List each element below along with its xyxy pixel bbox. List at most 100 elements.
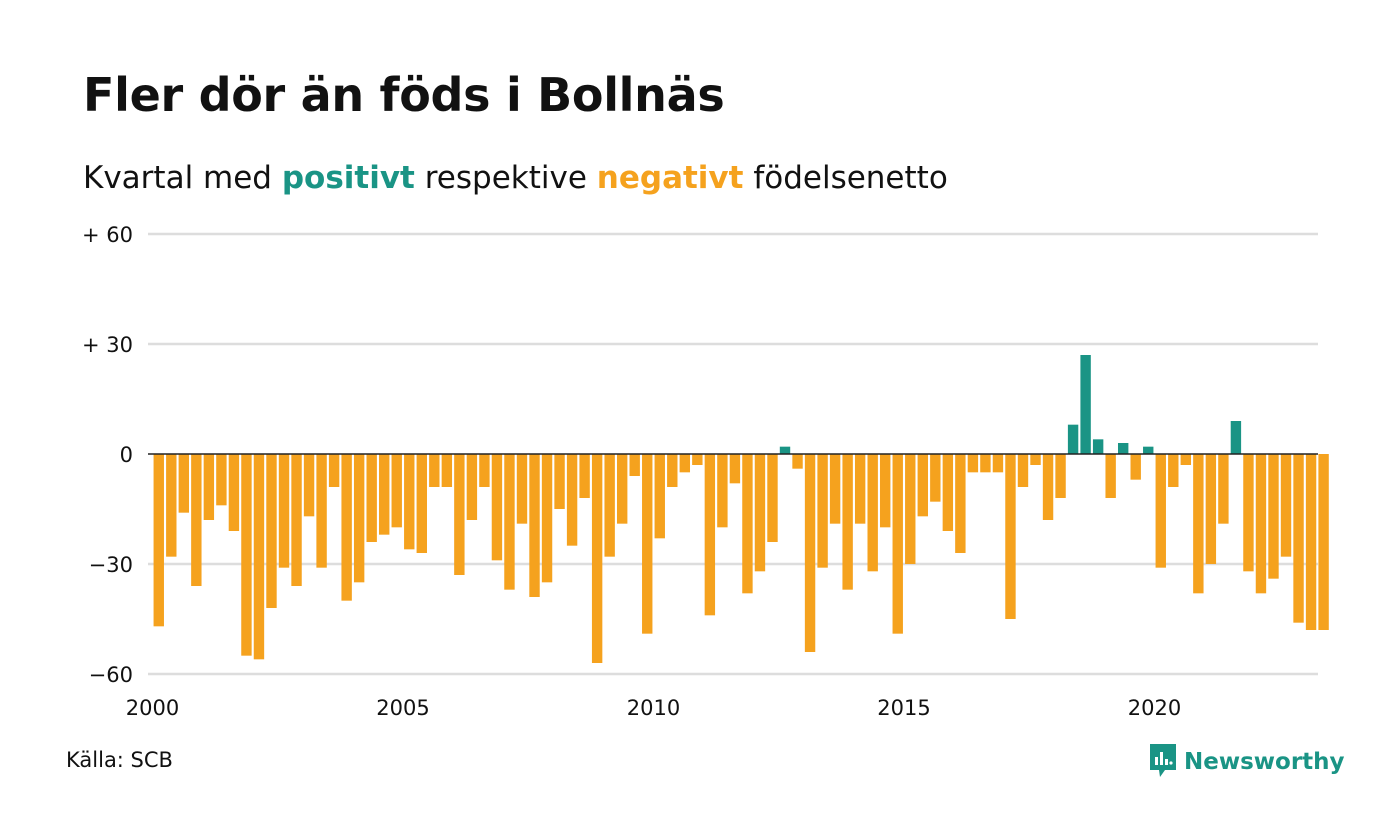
subtitle-text-2: respektive: [414, 160, 597, 196]
bar-2016-q4: [992, 454, 1004, 473]
bar-2009-q3: [629, 454, 640, 476]
bar-2000-q3: [178, 454, 190, 513]
bar-2004-q4: [391, 454, 402, 528]
y-tick-label: −30: [89, 553, 133, 577]
bar-2002-q3: [278, 454, 290, 568]
bar-2001-q3: [228, 454, 240, 531]
bar-2016-q2: [967, 454, 979, 473]
bar-2000-q4: [191, 454, 202, 586]
bar-2022-q2: [1268, 454, 1279, 579]
bar-2001-q1: [203, 454, 215, 520]
bar-2013-q4: [842, 454, 853, 590]
bar-2021-q2: [1218, 454, 1229, 524]
bar-2002-q2: [266, 454, 277, 608]
subtitle-text-3: födelsenetto: [743, 160, 948, 196]
bar-2010-q3: [679, 454, 691, 473]
bar-2008-q3: [579, 454, 590, 498]
bar-2004-q2: [366, 454, 377, 542]
bar-2001-q4: [241, 454, 252, 656]
bar-2009-q2: [616, 454, 628, 524]
brand-name: Newsworthy: [1184, 749, 1345, 775]
bar-2011-q1: [704, 454, 716, 616]
bar-2016-q1: [955, 454, 966, 553]
bar-2013-q2: [817, 454, 828, 568]
bar-2010-q1: [654, 454, 665, 539]
bar-2002-q1: [253, 454, 265, 660]
bar-2015-q4: [942, 454, 954, 531]
bar-2011-q4: [742, 454, 753, 594]
bar-2017-q2: [1017, 454, 1029, 487]
bar-2007-q2: [516, 454, 528, 524]
x-tick-label: 2020: [1128, 696, 1181, 720]
y-tick-label: + 60: [82, 223, 133, 247]
bar-2012-q4: [792, 454, 803, 469]
bar-2017-q3: [1030, 454, 1041, 465]
x-tick-label: 2015: [877, 696, 930, 720]
bar-2019-q1: [1105, 454, 1116, 498]
bar-2009-q1: [604, 454, 615, 557]
bar-2003-q4: [341, 454, 352, 601]
bar-2022-q1: [1255, 454, 1267, 594]
bar-2008-q2: [566, 454, 578, 546]
bar-2012-q1: [754, 454, 766, 572]
bar-2021-q4: [1243, 454, 1254, 572]
bar-2017-q4: [1042, 454, 1054, 520]
bar-2009-q4: [642, 454, 653, 634]
bar-2002-q4: [291, 454, 302, 586]
bar-2015-q1: [905, 454, 916, 564]
bar-2014-q4: [892, 454, 903, 634]
bar-2021-q3: [1230, 421, 1242, 454]
bar-2022-q4: [1293, 454, 1304, 623]
bar-2007-q3: [529, 454, 540, 597]
bar-2008-q1: [554, 454, 565, 509]
bar-2022-q3: [1280, 454, 1292, 557]
bar-2010-q2: [667, 454, 678, 487]
chart-title: Fler dör än föds i Bollnäs: [83, 68, 725, 122]
bar-2014-q1: [854, 454, 866, 524]
bar-2020-q3: [1180, 454, 1192, 465]
y-axis-labels: + 60 + 30 0 −30 −60: [82, 223, 133, 687]
bar-2000-q2: [166, 454, 177, 557]
bar-2018-q3: [1080, 355, 1091, 454]
bar-2018-q1: [1055, 454, 1066, 498]
bar-2003-q1: [303, 454, 315, 517]
x-tick-label: 2005: [376, 696, 429, 720]
bar-2000-q1: [153, 454, 164, 627]
bar-2001-q2: [216, 454, 227, 506]
bar-2019-q4: [1143, 446, 1154, 454]
bar-2004-q1: [353, 454, 365, 583]
bar-2005-q4: [441, 454, 453, 487]
bar-2008-q4: [591, 454, 603, 663]
source-note: Källa: SCB: [66, 748, 173, 772]
bar-2005-q2: [416, 454, 427, 553]
bar-2011-q2: [717, 454, 728, 528]
bar-2013-q3: [829, 454, 841, 524]
bar-2003-q3: [328, 454, 340, 487]
bar-2020-q4: [1193, 454, 1204, 594]
bar-2019-q2: [1117, 443, 1129, 454]
x-tick-label: 2000: [126, 696, 179, 720]
bar-2003-q2: [316, 454, 327, 568]
bar-2018-q4: [1092, 439, 1104, 454]
bar-2012-q2: [767, 454, 778, 542]
bar-2021-q1: [1205, 454, 1217, 564]
bar-2007-q1: [504, 454, 515, 590]
bar-2020-q2: [1168, 454, 1179, 487]
brand-logo[interactable]: Newsworthy: [1148, 742, 1345, 782]
bar-2012-q3: [779, 446, 791, 454]
bar-2005-q3: [429, 454, 440, 487]
y-tick-label: + 30: [82, 333, 133, 357]
bar-2017-q1: [1005, 454, 1016, 619]
newsworthy-logo-icon: [1148, 742, 1178, 782]
bar-2023-q1: [1305, 454, 1317, 630]
subtitle-positive-word: positivt: [281, 160, 415, 196]
x-tick-label: 2010: [627, 696, 680, 720]
bar-2010-q4: [692, 454, 703, 465]
bar-2006-q3: [479, 454, 490, 487]
bar-2018-q2: [1067, 424, 1079, 454]
bar-2011-q3: [729, 454, 741, 484]
bar-2006-q1: [454, 454, 465, 575]
subtitle-negative-word: negativt: [596, 160, 744, 196]
x-axis-labels: 2000 2005 2010 2015 2020: [126, 696, 1181, 720]
